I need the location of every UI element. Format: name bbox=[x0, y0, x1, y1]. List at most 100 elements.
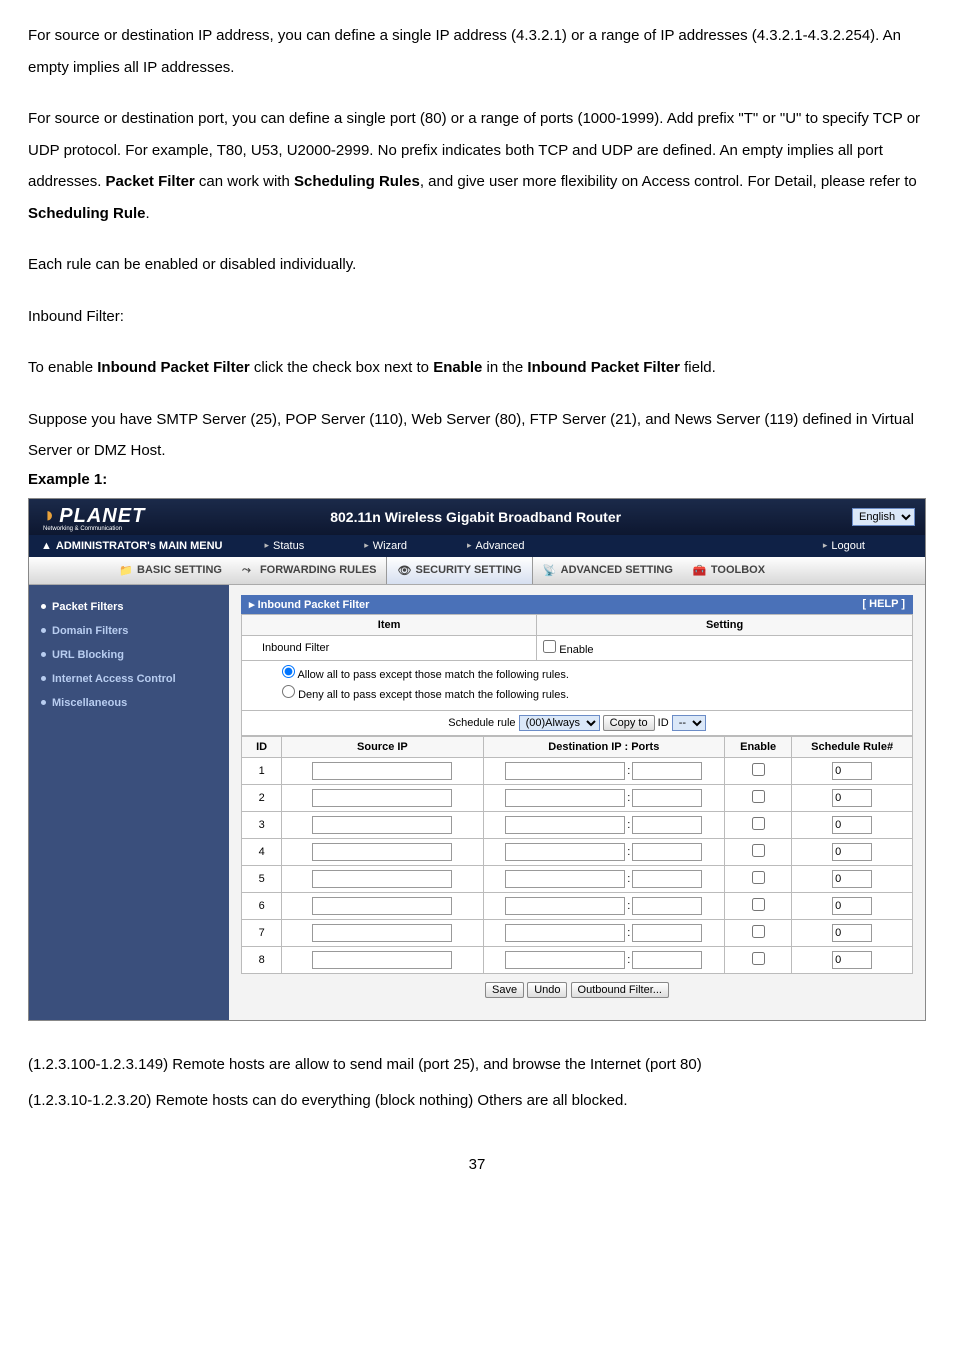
schedule-rule-input[interactable] bbox=[832, 816, 872, 834]
schedule-rule-input[interactable] bbox=[832, 897, 872, 915]
dest-ip-input[interactable] bbox=[505, 897, 625, 915]
tab-basic-setting[interactable]: 📁BASIC SETTING bbox=[109, 564, 232, 576]
save-button[interactable]: Save bbox=[485, 982, 524, 998]
dest-ip-input[interactable] bbox=[505, 870, 625, 888]
row-sr bbox=[792, 893, 913, 920]
sidebar-item-domain-filters[interactable]: Domain Filters bbox=[29, 619, 229, 643]
enable-row-checkbox[interactable] bbox=[752, 898, 765, 911]
dest-port-input[interactable] bbox=[632, 897, 702, 915]
dest-port-input[interactable] bbox=[632, 789, 702, 807]
filter-config-table: Item Setting Inbound Filter Enable Allow… bbox=[241, 614, 913, 737]
dest-port-input[interactable] bbox=[632, 762, 702, 780]
radio-allow-label[interactable]: Allow all to pass except those match the… bbox=[282, 669, 569, 681]
router-title: 802.11n Wireless Gigabit Broadband Route… bbox=[159, 509, 852, 525]
menu-status[interactable]: ▸Status bbox=[235, 540, 335, 552]
enable-row-checkbox[interactable] bbox=[752, 817, 765, 830]
dest-port-input[interactable] bbox=[632, 816, 702, 834]
row-en bbox=[725, 758, 792, 785]
row-sr bbox=[792, 947, 913, 974]
panel-title: ▸ Inbound Packet Filter bbox=[249, 598, 369, 611]
admin-main-menu: ▲ ADMINISTRATOR's MAIN MENU ▸Status ▸Wiz… bbox=[29, 535, 925, 557]
bullet-icon bbox=[41, 652, 46, 657]
row-src bbox=[282, 920, 483, 947]
logo-text: PLANET bbox=[59, 505, 145, 527]
triangle-icon: ▸ bbox=[364, 540, 369, 551]
dest-ip-input[interactable] bbox=[505, 789, 625, 807]
row-id: 8 bbox=[242, 947, 282, 974]
source-ip-input[interactable] bbox=[312, 897, 452, 915]
colon: : bbox=[625, 819, 632, 831]
tab-advanced-setting[interactable]: 📡ADVANCED SETTING bbox=[533, 564, 683, 576]
tab-forwarding-rules[interactable]: ⤳FORWARDING RULES bbox=[232, 564, 387, 576]
dest-ip-input[interactable] bbox=[505, 924, 625, 942]
forward-icon: ⤳ bbox=[242, 564, 256, 576]
doc-p2c: can work with bbox=[195, 173, 294, 190]
source-ip-input[interactable] bbox=[312, 816, 452, 834]
colon: : bbox=[625, 927, 632, 939]
language-select[interactable]: English bbox=[852, 508, 915, 526]
enable-row-checkbox[interactable] bbox=[752, 844, 765, 857]
sidebar-item-url-blocking[interactable]: URL Blocking bbox=[29, 643, 229, 667]
source-ip-input[interactable] bbox=[312, 951, 452, 969]
tab-security-setting[interactable]: 👁SECURITY SETTING bbox=[386, 557, 532, 584]
source-ip-input[interactable] bbox=[312, 762, 452, 780]
enable-row-checkbox[interactable] bbox=[752, 871, 765, 884]
page-number: 37 bbox=[28, 1156, 926, 1173]
row-src bbox=[282, 866, 483, 893]
schedule-rule-input[interactable] bbox=[832, 870, 872, 888]
row-src bbox=[282, 947, 483, 974]
enable-row-checkbox[interactable] bbox=[752, 952, 765, 965]
schedule-select[interactable]: (00)Always bbox=[519, 715, 600, 731]
doc-enable-info: Each rule can be enabled or disabled ind… bbox=[28, 249, 926, 281]
table-row: 5: bbox=[242, 866, 913, 893]
source-ip-input[interactable] bbox=[312, 870, 452, 888]
menu-label: ▲ ADMINISTRATOR's MAIN MENU bbox=[29, 540, 235, 552]
doc-server-info: Suppose you have SMTP Server (25), POP S… bbox=[28, 404, 926, 467]
dest-ip-input[interactable] bbox=[505, 951, 625, 969]
sidebar-item-packet-filters[interactable]: Packet Filters bbox=[29, 595, 229, 619]
radio-allow[interactable] bbox=[282, 665, 295, 678]
enable-label: Enable bbox=[559, 644, 593, 656]
copy-to-button[interactable]: Copy to bbox=[603, 715, 655, 731]
security-icon: 👁 bbox=[397, 564, 411, 576]
enable-row-checkbox[interactable] bbox=[752, 763, 765, 776]
help-link[interactable]: [ HELP ] bbox=[862, 598, 905, 611]
menu-logout[interactable]: ▸Logout bbox=[793, 540, 925, 552]
enable-checkbox[interactable] bbox=[543, 640, 556, 653]
router-screenshot: ◗PLANET Networking & Communication 802.1… bbox=[28, 498, 926, 1022]
id-select[interactable]: -- bbox=[672, 715, 706, 731]
schedule-rule-input[interactable] bbox=[832, 951, 872, 969]
source-ip-input[interactable] bbox=[312, 789, 452, 807]
dest-ip-input[interactable] bbox=[505, 762, 625, 780]
dest-port-input[interactable] bbox=[632, 924, 702, 942]
tab-toolbox[interactable]: 🧰TOOLBOX bbox=[683, 564, 775, 576]
dest-port-input[interactable] bbox=[632, 870, 702, 888]
dest-ip-input[interactable] bbox=[505, 816, 625, 834]
row-sr bbox=[792, 758, 913, 785]
schedule-rule-input[interactable] bbox=[832, 843, 872, 861]
sidebar-item-miscellaneous[interactable]: Miscellaneous bbox=[29, 691, 229, 715]
schedule-rule-input[interactable] bbox=[832, 762, 872, 780]
schedule-rule-input[interactable] bbox=[832, 789, 872, 807]
source-ip-input[interactable] bbox=[312, 924, 452, 942]
outbound-filter-button[interactable]: Outbound Filter... bbox=[571, 982, 669, 998]
menu-wizard[interactable]: ▸Wizard bbox=[334, 540, 437, 552]
triangle-icon: ▸ bbox=[823, 540, 828, 551]
dest-ip-input[interactable] bbox=[505, 843, 625, 861]
enable-row-checkbox[interactable] bbox=[752, 925, 765, 938]
dest-port-input[interactable] bbox=[632, 951, 702, 969]
sidebar-item-internet-access-control[interactable]: Internet Access Control bbox=[29, 667, 229, 691]
undo-button[interactable]: Undo bbox=[527, 982, 567, 998]
enable-row-checkbox[interactable] bbox=[752, 790, 765, 803]
row-en bbox=[725, 785, 792, 812]
source-ip-input[interactable] bbox=[312, 843, 452, 861]
dest-port-input[interactable] bbox=[632, 843, 702, 861]
schedule-rule-input[interactable] bbox=[832, 924, 872, 942]
row-id: 5 bbox=[242, 866, 282, 893]
menu-advanced[interactable]: ▸Advanced bbox=[437, 540, 554, 552]
radio-deny[interactable] bbox=[282, 685, 295, 698]
doc-p5a: To enable bbox=[28, 359, 97, 376]
toolbox-icon: 🧰 bbox=[693, 564, 707, 576]
row-en bbox=[725, 866, 792, 893]
radio-deny-label[interactable]: Deny all to pass except those match the … bbox=[282, 689, 569, 701]
